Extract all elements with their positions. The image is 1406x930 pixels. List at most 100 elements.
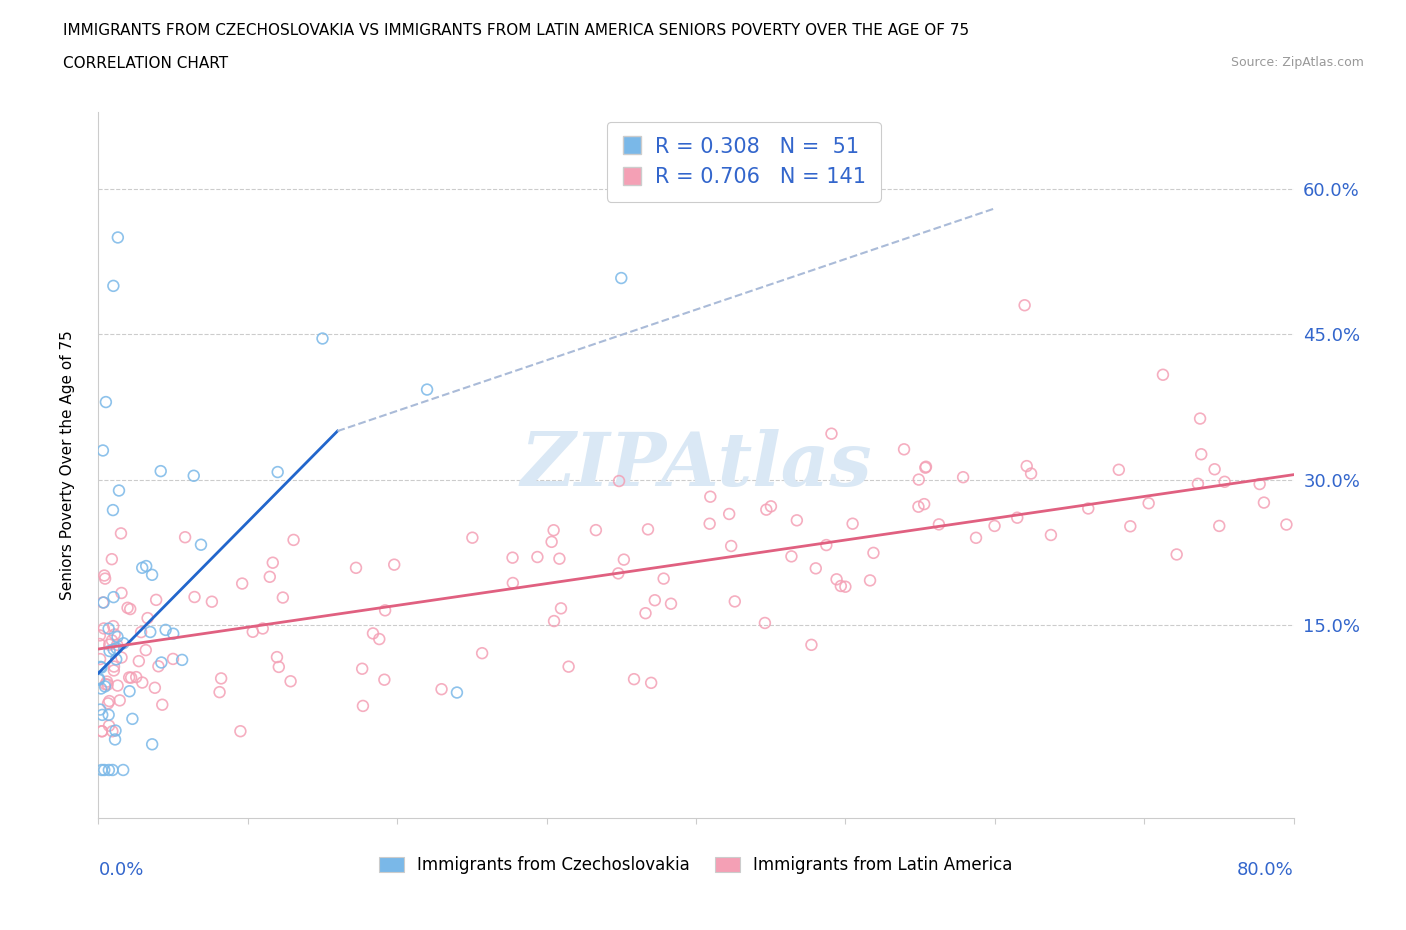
Point [98, 718, 121, 733]
Point [112, 636, 135, 651]
Point [150, 698, 173, 712]
Point [699, 516, 721, 531]
Point [718, 507, 741, 522]
Point [97, 621, 120, 636]
Point [91, 443, 114, 458]
Point [1189, 446, 1212, 461]
Point [108, 693, 131, 708]
Point [94, 677, 117, 692]
Point [97, 763, 120, 777]
Point [105, 641, 128, 656]
Point [280, 674, 302, 689]
Point [659, 596, 682, 611]
Point [1187, 476, 1209, 491]
Point [800, 637, 823, 652]
Point [804, 561, 827, 576]
Point [352, 661, 374, 676]
Text: 0.0%: 0.0% [98, 861, 143, 879]
Point [98, 644, 121, 658]
Point [101, 763, 124, 777]
Point [1108, 462, 1130, 477]
Point [90, 659, 112, 674]
Point [94, 679, 117, 694]
Point [107, 230, 129, 245]
Point [543, 614, 565, 629]
Point [1119, 519, 1142, 534]
Point [190, 538, 212, 552]
Point [117, 601, 139, 616]
Point [640, 181, 662, 196]
Point [550, 601, 572, 616]
Point [121, 711, 143, 726]
Point [786, 512, 808, 527]
Point [1249, 476, 1271, 491]
Point [610, 271, 633, 286]
Point [136, 611, 159, 626]
Point [91, 595, 114, 610]
Point [983, 519, 1005, 534]
Point [118, 670, 141, 684]
Point [89, 702, 111, 717]
Point [101, 551, 124, 566]
Point [266, 650, 288, 665]
Point [461, 530, 484, 545]
Point [110, 526, 132, 541]
Point [183, 469, 205, 484]
Point [267, 465, 290, 480]
Point [149, 464, 172, 479]
Point [104, 732, 127, 747]
Point [91, 724, 114, 738]
Point [93, 568, 115, 583]
Point [311, 331, 333, 346]
Point [543, 523, 565, 538]
Point [94, 571, 117, 586]
Point [637, 522, 659, 537]
Point [585, 523, 607, 538]
Point [416, 382, 439, 397]
Point [103, 278, 125, 293]
Point [262, 555, 284, 570]
Point [1152, 367, 1174, 382]
Point [1039, 527, 1062, 542]
Point [859, 573, 882, 588]
Point [143, 681, 166, 696]
Point [1189, 411, 1212, 426]
Point [283, 533, 305, 548]
Point [89, 628, 111, 643]
Point [526, 550, 548, 565]
Text: CORRELATION CHART: CORRELATION CHART [63, 56, 228, 71]
Point [135, 559, 157, 574]
Point [1208, 519, 1230, 534]
Point [759, 498, 782, 513]
Point [1213, 474, 1236, 489]
Point [101, 502, 124, 517]
Point [825, 572, 848, 587]
Point [148, 658, 170, 673]
Point [231, 576, 253, 591]
Point [374, 603, 396, 618]
Point [952, 470, 974, 485]
Point [107, 678, 129, 693]
Point [502, 551, 524, 565]
Point [720, 538, 742, 553]
Point [141, 567, 163, 582]
Point [93, 621, 115, 636]
Point [90, 763, 112, 777]
Point [103, 659, 125, 674]
Point [607, 566, 630, 581]
Point [915, 459, 938, 474]
Point [1014, 298, 1036, 312]
Point [928, 517, 950, 532]
Point [634, 605, 657, 620]
Point [110, 650, 132, 665]
Point [129, 625, 152, 640]
Point [373, 672, 395, 687]
Point [162, 626, 184, 641]
Point [644, 592, 666, 607]
Point [96, 674, 118, 689]
Point [89, 652, 111, 667]
Point [112, 763, 135, 777]
Point [1137, 496, 1160, 511]
Point [145, 592, 167, 607]
Point [815, 538, 838, 552]
